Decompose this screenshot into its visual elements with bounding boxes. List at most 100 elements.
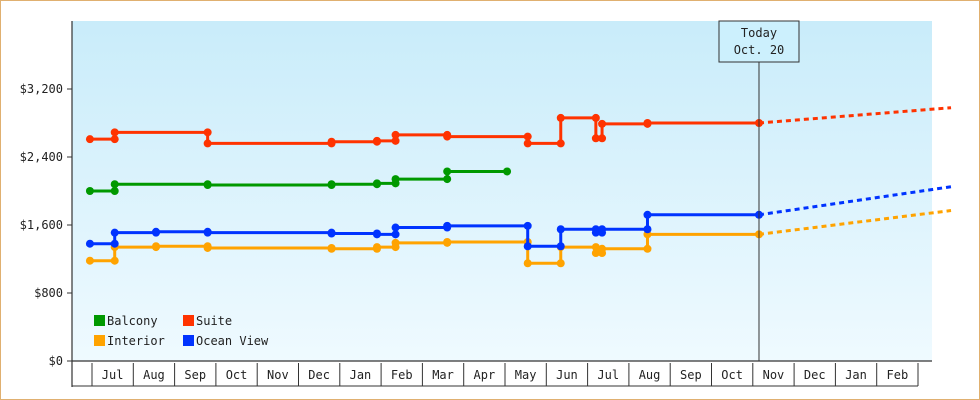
- legend-swatch: [183, 315, 194, 326]
- data-point-suite: [110, 135, 119, 144]
- y-tick-label: $2,400: [20, 150, 63, 164]
- y-tick-label: $800: [34, 286, 63, 300]
- x-tick-label: Aug: [639, 368, 661, 382]
- data-point-interior: [443, 238, 452, 246]
- x-tick-label: Jul: [597, 368, 619, 382]
- data-point-suite: [203, 128, 212, 137]
- data-point-suite: [591, 134, 600, 143]
- data-point-suite: [556, 139, 565, 148]
- legend-label: Ocean View: [196, 334, 269, 348]
- today-label-box: [718, 20, 800, 63]
- data-point-suite: [591, 113, 600, 122]
- data-point-balcony: [443, 167, 452, 176]
- data-point-ocean-view: [598, 225, 607, 234]
- x-tick-label: Aug: [143, 368, 165, 382]
- data-point-interior: [152, 242, 161, 251]
- today-marker: Today Oct. 20: [718, 20, 800, 361]
- data-point-interior: [327, 244, 336, 253]
- data-point-interior: [591, 249, 600, 258]
- data-point-suite: [598, 119, 607, 128]
- legend-label: Suite: [196, 314, 232, 328]
- data-point-balcony: [443, 175, 452, 184]
- data-point-suite: [523, 139, 532, 148]
- data-point-suite: [391, 130, 400, 139]
- series-lines: [85, 113, 763, 268]
- x-tick-label: Jan: [350, 368, 372, 382]
- x-tick-label: Nov: [763, 368, 785, 382]
- data-point-ocean-view: [523, 221, 532, 230]
- data-point-interior: [643, 244, 652, 253]
- data-point-interior: [110, 256, 119, 265]
- data-point-suite: [598, 134, 607, 143]
- data-point-ocean-view: [556, 225, 565, 234]
- data-point-ocean-view: [203, 228, 212, 237]
- legend-label: Balcony: [107, 314, 158, 328]
- today-label: Today: [741, 26, 777, 40]
- data-point-ocean-view: [391, 230, 400, 239]
- x-tick-label: Mar: [432, 368, 454, 382]
- data-point-balcony: [85, 187, 94, 195]
- series-line-balcony: [89, 169, 508, 193]
- data-point-suite: [110, 128, 119, 137]
- x-tick-label: Jul: [102, 368, 124, 382]
- data-point-suite: [203, 139, 212, 148]
- x-tick-label: Feb: [887, 368, 909, 382]
- x-tick-label: Apr: [474, 368, 496, 382]
- x-tick-label: Oct: [226, 368, 248, 382]
- data-point-interior: [598, 244, 607, 253]
- data-point-ocean-view: [643, 210, 652, 219]
- data-point-suite: [443, 132, 452, 141]
- data-point-ocean-view: [110, 239, 119, 248]
- x-axis-ticks: Jul Aug Sep Oct Nov Dec Jan Feb Mar Apr May Jun Jul A…: [72, 363, 919, 387]
- legend-label: Interior: [107, 334, 165, 348]
- data-point-interior: [556, 259, 565, 268]
- data-point-ocean-view: [110, 228, 119, 237]
- data-point-ocean-view: [391, 223, 400, 232]
- data-point-ocean-view: [523, 242, 532, 251]
- data-point-ocean-view: [443, 221, 452, 230]
- data-point-interior: [85, 256, 94, 265]
- legend-swatch: [183, 335, 194, 346]
- today-date: Oct. 20: [734, 43, 785, 57]
- data-point-balcony: [110, 180, 119, 189]
- x-tick-label: Feb: [391, 368, 413, 382]
- x-tick-label: Jan: [845, 368, 867, 382]
- x-tick-label: Sep: [184, 368, 206, 382]
- data-point-balcony: [203, 181, 212, 190]
- legend-swatch: [94, 335, 105, 346]
- data-point-interior: [523, 259, 532, 268]
- x-tick-label: Dec: [308, 368, 330, 382]
- y-tick-label: $0: [49, 354, 63, 368]
- data-point-ocean-view: [591, 228, 600, 237]
- data-point-suite: [523, 132, 532, 141]
- data-point-balcony: [110, 187, 119, 195]
- data-point-ocean-view: [643, 225, 652, 234]
- data-point-balcony: [327, 180, 336, 189]
- data-point-balcony: [372, 179, 381, 188]
- y-tick-label: $1,600: [20, 218, 63, 232]
- data-point-balcony: [391, 175, 400, 184]
- plot-background: [72, 21, 932, 361]
- data-point-interior: [203, 243, 212, 252]
- legend: Balcony Suite Interior Ocean View: [94, 314, 269, 348]
- y-axis-ticks: $0 $800 $1,600 $2,400 $3,200: [20, 82, 72, 368]
- data-point-interior: [391, 238, 400, 247]
- x-tick-label: Sep: [680, 368, 702, 382]
- data-point-suite: [372, 136, 381, 145]
- data-point-suite: [556, 113, 565, 122]
- x-tick-label: May: [515, 368, 537, 382]
- data-point-ocean-view: [85, 239, 94, 248]
- data-point-interior: [591, 243, 600, 252]
- y-tick-label: $3,200: [20, 82, 63, 96]
- x-tick-label: Nov: [267, 368, 289, 382]
- x-tick-label: Oct: [721, 368, 743, 382]
- data-point-ocean-view: [327, 229, 336, 238]
- data-point-ocean-view: [372, 230, 381, 239]
- legend-swatch: [94, 315, 105, 326]
- data-point-balcony: [503, 167, 512, 176]
- data-point-suite: [327, 137, 336, 146]
- data-point-ocean-view: [556, 242, 565, 251]
- data-point-suite: [85, 135, 94, 144]
